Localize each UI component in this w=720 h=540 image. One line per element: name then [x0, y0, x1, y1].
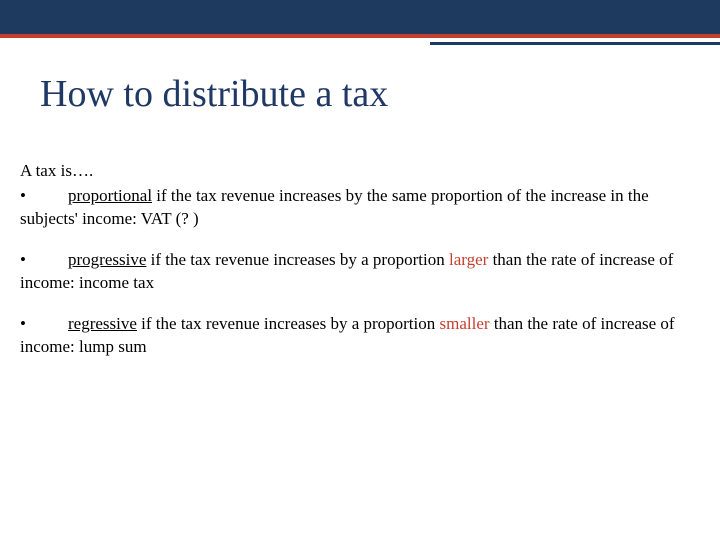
term-progressive: progressive	[68, 250, 146, 269]
bullet-regressive: •regressive if the tax revenue increases…	[20, 313, 700, 359]
slide-title: How to distribute a tax	[40, 72, 388, 116]
highlight-larger: larger	[449, 250, 488, 269]
bullet-mark: •	[20, 249, 68, 272]
term-regressive: regressive	[68, 314, 137, 333]
bullet-text: if the tax revenue increases by a propor…	[137, 314, 440, 333]
slide-body: A tax is…. •proportional if the tax reve…	[20, 160, 700, 377]
header-bar	[0, 0, 720, 38]
bullet-mark: •	[20, 313, 68, 336]
intro-text: A tax is….	[20, 160, 700, 183]
term-proportional: proportional	[68, 186, 152, 205]
bullet-proportional: •proportional if the tax revenue increas…	[20, 185, 700, 231]
bullet-text: if the tax revenue increases by a propor…	[146, 250, 449, 269]
bullet-progressive: •progressive if the tax revenue increase…	[20, 249, 700, 295]
highlight-smaller: smaller	[440, 314, 490, 333]
bullet-mark: •	[20, 185, 68, 208]
accent-line	[430, 42, 720, 45]
